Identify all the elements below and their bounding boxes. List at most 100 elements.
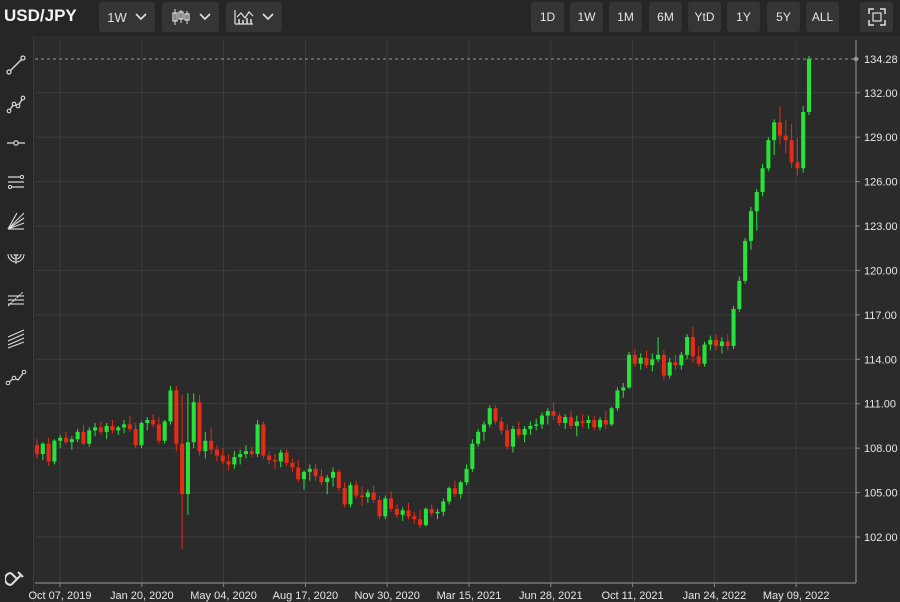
parallel-channel-tool[interactable]: [2, 167, 30, 197]
candle-body: [545, 411, 550, 416]
candle-body: [650, 359, 655, 366]
candle-body: [336, 471, 341, 489]
x-tick-label: Oct 07, 2019: [29, 590, 92, 602]
y-tick-label: 120.00: [864, 265, 898, 277]
fib-channel-icon: [7, 329, 25, 349]
candle-body: [458, 482, 463, 495]
x-tick-label: Jan 24, 2022: [683, 590, 747, 602]
candle-body: [325, 477, 330, 483]
candle-body: [487, 408, 492, 425]
candle-body: [615, 390, 620, 409]
candle-body: [534, 424, 539, 426]
candle-body: [493, 408, 498, 422]
candle-body: [360, 495, 365, 498]
arc-icon: [7, 253, 25, 264]
magnet-tool[interactable]: [2, 564, 30, 594]
candle-body: [673, 362, 678, 366]
candle-body: [516, 428, 521, 435]
candle-body: [609, 408, 614, 425]
candle-body: [412, 516, 417, 520]
candle-body: [249, 451, 254, 455]
symbol-label[interactable]: USD/JPY: [4, 6, 77, 25]
candle-body: [133, 428, 138, 446]
fib-channel-tool[interactable]: [2, 323, 30, 353]
candle-body: [290, 462, 295, 468]
y-tick-label: 108.00: [864, 443, 898, 455]
candle-body: [243, 451, 248, 455]
range-button-1y[interactable]: 1Y: [727, 2, 760, 32]
range-button-ytd[interactable]: YtD: [688, 2, 721, 32]
candle-body: [656, 354, 661, 360]
candle-body: [447, 488, 452, 502]
candle-body: [592, 420, 597, 428]
candle-body: [319, 476, 324, 483]
x-tick-label: Aug 17, 2020: [273, 590, 338, 602]
x-tick-label: Mar 15, 2021: [437, 590, 502, 602]
candle-body: [151, 420, 156, 425]
parallel-channel-icon: [7, 174, 25, 190]
range-button-1d[interactable]: 1D: [531, 2, 564, 32]
arc-tool[interactable]: [2, 245, 30, 275]
indicators-selector[interactable]: [226, 2, 282, 32]
magnet-icon: [5, 571, 24, 586]
y-tick-label: 111.00: [864, 399, 896, 411]
last-price-label: 134.28: [864, 54, 898, 66]
candle-body: [220, 455, 225, 462]
candle-body: [441, 501, 446, 512]
candle-body: [522, 428, 527, 435]
candle-body: [598, 420, 603, 428]
candle-body: [476, 431, 481, 444]
candle-body: [63, 437, 69, 443]
range-button-5y[interactable]: 5Y: [767, 2, 800, 32]
range-button-all[interactable]: ALL: [806, 2, 839, 32]
last-price-marker: [853, 56, 859, 62]
candle-body: [551, 411, 556, 416]
candle-body: [284, 452, 289, 463]
candle-body: [481, 424, 486, 432]
candle-body: [255, 424, 260, 455]
chevron-down-icon: [135, 13, 147, 21]
fan-tool[interactable]: [2, 206, 30, 236]
trend-line-icon: [6, 55, 26, 75]
chart-grid: [35, 40, 856, 583]
x-tick-label: Nov 30, 2020: [354, 590, 419, 602]
x-tick-label: May 09, 2022: [763, 590, 830, 602]
candle-body: [568, 417, 574, 426]
candle-body: [278, 452, 283, 462]
candle-body: [586, 420, 591, 423]
chart-type-selector[interactable]: [162, 2, 219, 32]
candle-body: [627, 354, 632, 388]
candle-body: [34, 445, 40, 455]
range-button-1w[interactable]: 1W: [570, 2, 603, 32]
candle-body: [394, 508, 399, 515]
candle-body: [232, 457, 237, 465]
fullscreen-button[interactable]: [860, 2, 893, 32]
candle-body: [801, 112, 806, 169]
trend-line-tool[interactable]: [2, 50, 30, 80]
range-button-6m[interactable]: 6M: [649, 2, 682, 32]
horizontal-line-tool[interactable]: [2, 128, 30, 158]
candle-body: [69, 439, 74, 443]
candle-body: [702, 344, 707, 364]
fib-retracement-tool[interactable]: [2, 284, 30, 314]
chevron-down-icon: [262, 13, 274, 21]
candle-body: [139, 422, 144, 446]
chart-axes: 102.00 105.00 108.00 111.00 114.00 117.00 120.…: [29, 40, 898, 602]
polyline-icon: [6, 95, 26, 114]
interval-selector[interactable]: 1W: [99, 2, 155, 32]
path-tool[interactable]: [2, 362, 30, 392]
range-button-1m[interactable]: 1M: [609, 2, 642, 32]
candle-body: [795, 162, 800, 169]
candle-body: [632, 354, 637, 364]
candle-body: [377, 499, 382, 517]
candle-body: [772, 122, 777, 141]
candle-body: [603, 420, 608, 425]
candle-body: [743, 240, 748, 281]
candle-body: [452, 488, 457, 495]
candle-body: [725, 341, 730, 346]
candle-body: [418, 519, 423, 526]
polyline-tool[interactable]: [2, 89, 30, 119]
fan-icon: [7, 212, 25, 230]
top-toolbar: USD/JPY 1W: [0, 0, 900, 36]
